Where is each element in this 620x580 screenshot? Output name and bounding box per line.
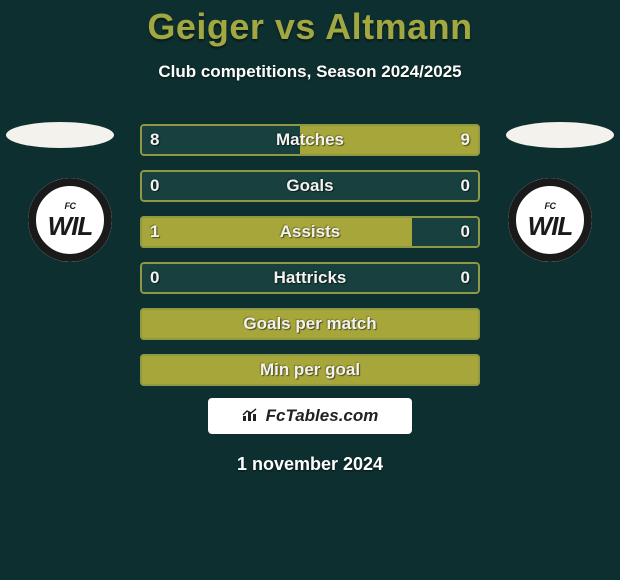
watermark-text: FcTables.com — [266, 406, 379, 426]
logo-ring — [508, 178, 592, 262]
player-right-oval — [506, 122, 614, 148]
stat-label: Assists — [140, 216, 480, 248]
club-logo-right: FC WIL — [508, 178, 592, 262]
page-subtitle: Club competitions, Season 2024/2025 — [0, 62, 620, 82]
stat-value-left: 8 — [150, 124, 159, 156]
stat-row: Hattricks0 0 — [140, 262, 480, 294]
stat-row: Goals per match — [140, 308, 480, 340]
stat-value-left: 1 — [150, 216, 159, 248]
stat-label: Hattricks — [140, 262, 480, 294]
stat-bars: Matches89Goals00Assists10Hattricks00Goal… — [140, 124, 480, 400]
stat-row: Goals0 0 — [140, 170, 480, 202]
stat-label: Goals — [140, 170, 480, 202]
club-logo-left: FC WIL — [28, 178, 112, 262]
stat-row: Matches8 9 — [140, 124, 480, 156]
stat-value-right: 0 — [461, 216, 470, 248]
stat-value-left: 0 — [150, 262, 159, 294]
logo-ring — [28, 178, 112, 262]
player-left-oval — [6, 122, 114, 148]
comparison-canvas: Geiger vs Altmann Club competitions, Sea… — [0, 0, 620, 580]
stat-label: Goals per match — [140, 308, 480, 340]
stat-value-right: 9 — [461, 124, 470, 156]
stat-row: Min per goal — [140, 354, 480, 386]
stat-value-right: 0 — [461, 170, 470, 202]
watermark: FcTables.com — [208, 398, 412, 434]
date-label: 1 november 2024 — [0, 454, 620, 475]
stat-label: Matches — [140, 124, 480, 156]
stat-value-left: 0 — [150, 170, 159, 202]
chart-icon — [242, 408, 260, 425]
stat-label: Min per goal — [140, 354, 480, 386]
page-title: Geiger vs Altmann — [0, 6, 620, 48]
stat-row: Assists1 0 — [140, 216, 480, 248]
stat-value-right: 0 — [461, 262, 470, 294]
